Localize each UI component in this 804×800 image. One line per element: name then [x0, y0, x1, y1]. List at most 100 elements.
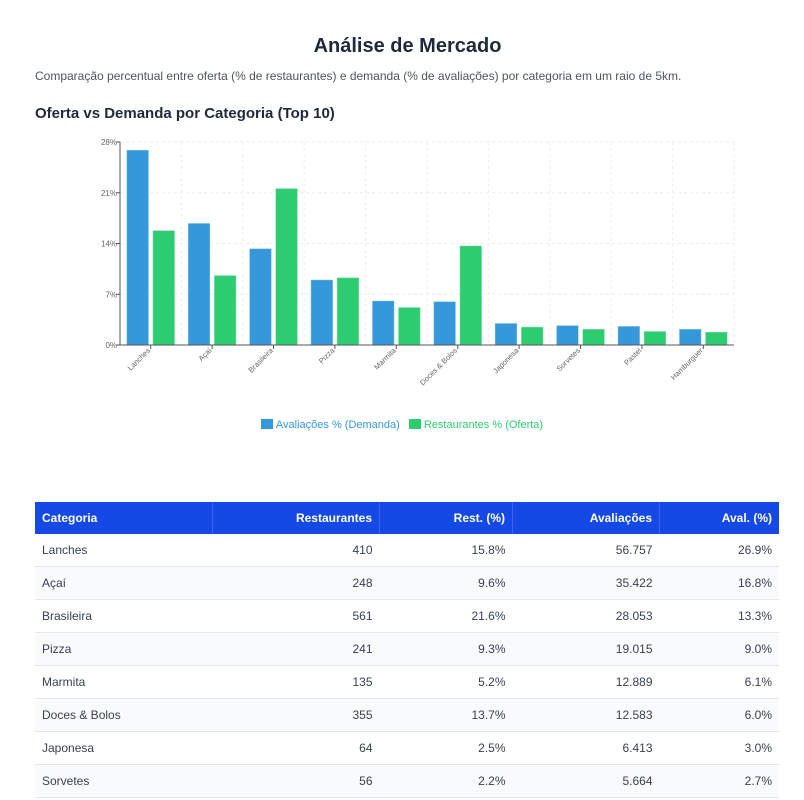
- x-tick-label: Doces & Bolos: [418, 346, 459, 387]
- bar-demand: [248, 248, 272, 346]
- table-cell: 35.422: [512, 566, 660, 600]
- chart-legend: Avaliações % (Demanda) Restaurantes % (O…: [0, 419, 804, 431]
- bar-demand: [555, 324, 579, 346]
- table-cell: 241: [212, 632, 380, 666]
- bar-supply: [275, 187, 299, 346]
- bar-demand: [126, 149, 150, 346]
- table-cell: 13.7%: [379, 698, 513, 732]
- table-row[interactable]: Açaí 248 9.6% 35.422 16.8%: [35, 566, 779, 600]
- table-cell: 3.0%: [659, 731, 779, 765]
- bar-supply: [336, 277, 360, 346]
- page-subtitle: Comparação percentual entre oferta (% de…: [35, 69, 682, 83]
- table-cell: 56.757: [512, 534, 660, 567]
- bar-demand: [433, 301, 457, 346]
- column-header[interactable]: Restaurantes: [212, 502, 380, 534]
- y-tick-label: 7%: [105, 290, 117, 299]
- x-tick-label: Pizza: [317, 345, 337, 365]
- table-cell: 2.2%: [379, 764, 513, 798]
- table-cell: 5.2%: [379, 665, 513, 699]
- bar-demand: [617, 325, 641, 346]
- table-cell: 13.3%: [659, 599, 779, 633]
- bar-demand: [678, 328, 702, 346]
- x-tick-label: Açaí: [197, 345, 215, 363]
- chart-title: Oferta vs Demanda por Categoria (Top 10): [35, 105, 335, 122]
- table-cell: 410: [212, 534, 380, 567]
- legend-label-supply: Restaurantes % (Oferta): [423, 419, 544, 431]
- table-cell: 6.0%: [659, 698, 779, 732]
- table-cell: 16.8%: [659, 566, 779, 600]
- x-tick-label: Lanches: [126, 346, 153, 373]
- table-cell: 12.583: [512, 698, 660, 732]
- table-header-row: Categoria Restaurantes Rest. (%) Avaliações…: [35, 502, 779, 534]
- column-header[interactable]: Avaliações: [512, 502, 660, 534]
- table-cell: 12.889: [512, 665, 660, 699]
- y-tick-label: 28%: [101, 138, 117, 147]
- table-cell: 6.413: [512, 731, 660, 765]
- y-tick-label: 0%: [105, 341, 117, 350]
- bar-demand: [494, 322, 518, 346]
- table-row[interactable]: Brasileira 561 21.6% 28.053 13.3%: [35, 599, 779, 633]
- table-cell: 9.6%: [379, 566, 513, 600]
- bar-supply: [397, 306, 421, 346]
- table-cell: Japonesa: [35, 731, 213, 765]
- table-cell: Lanches: [35, 534, 213, 567]
- x-tick-label: Pastel: [622, 346, 643, 367]
- table-row[interactable]: Marmita 135 5.2% 12.889 6.1%: [35, 665, 779, 699]
- table-cell: 135: [212, 665, 380, 699]
- table-cell: Doces & Bolos: [35, 698, 213, 732]
- bar-supply: [459, 245, 483, 346]
- table-cell: 2.7%: [659, 764, 779, 798]
- page-title: Análise de Mercado: [313, 35, 502, 57]
- table-cell: Marmita: [35, 665, 213, 699]
- table-cell: 6.1%: [659, 665, 779, 699]
- table-cell: 64: [212, 731, 380, 765]
- x-tick-label: Sorvetes: [555, 346, 582, 373]
- x-tick-label: Marmita: [372, 345, 398, 371]
- table-row[interactable]: Pizza 241 9.3% 19.015 9.0%: [35, 632, 779, 666]
- column-header[interactable]: Rest. (%): [379, 502, 513, 534]
- table-cell: 9.0%: [659, 632, 779, 666]
- table-cell: 248: [212, 566, 380, 600]
- table-cell: Açaí: [35, 566, 213, 600]
- bar-supply: [643, 330, 667, 346]
- table-row[interactable]: Japonesa 64 2.5% 6.413 3.0%: [35, 731, 779, 765]
- bar-demand: [371, 300, 395, 346]
- table-cell: 5.664: [512, 764, 660, 798]
- table-row[interactable]: Sorvetes 56 2.2% 5.664 2.7%: [35, 764, 779, 798]
- table-cell: Pizza: [35, 632, 213, 666]
- table-cell: Sorvetes: [35, 764, 213, 798]
- table-cell: 19.015: [512, 632, 660, 666]
- bar-demand: [310, 279, 334, 346]
- legend-label-demand: Avaliações % (Demanda): [275, 419, 400, 431]
- table-cell: 2.5%: [379, 731, 513, 765]
- bar-supply: [704, 331, 728, 346]
- x-tick-label: Japonesa: [491, 345, 521, 375]
- bar-supply: [520, 326, 544, 346]
- legend-item-supply[interactable]: Restaurantes % (Oferta): [408, 419, 544, 431]
- legend-swatch-demand: [260, 419, 273, 429]
- y-tick-label: 21%: [101, 189, 117, 198]
- column-header[interactable]: Aval. (%): [659, 502, 779, 534]
- table-cell: 561: [212, 599, 380, 633]
- table-cell: 355: [212, 698, 380, 732]
- data-table: Categoria Restaurantes Rest. (%) Avaliações…: [35, 502, 779, 798]
- column-header[interactable]: Categoria: [35, 502, 213, 534]
- legend-item-demand[interactable]: Avaliações % (Demanda): [260, 419, 400, 431]
- table-cell: 28.053: [512, 599, 660, 633]
- x-tick-label: Brasileira: [246, 345, 275, 374]
- bar-supply: [582, 328, 606, 346]
- legend-swatch-supply: [408, 419, 421, 429]
- table-cell: 9.3%: [379, 632, 513, 666]
- table-row[interactable]: Lanches 410 15.8% 56.757 26.9%: [35, 534, 779, 567]
- table-cell: 21.6%: [379, 599, 513, 633]
- x-tick-label: Hamburguer: [669, 346, 705, 382]
- bar-supply: [213, 274, 237, 346]
- table-cell: 26.9%: [659, 534, 779, 567]
- table-row[interactable]: Doces & Bolos 355 13.7% 12.583 6.0%: [35, 698, 779, 732]
- bar-supply: [152, 229, 176, 346]
- table-cell: 56: [212, 764, 380, 798]
- table-cell: Brasileira: [35, 599, 213, 633]
- table-cell: 15.8%: [379, 534, 513, 567]
- bar-chart: 0% 7% 14% 21% 28% Lanches Açaí Brasileira Pizza M…: [101, 138, 735, 387]
- y-tick-label: 14%: [101, 240, 117, 249]
